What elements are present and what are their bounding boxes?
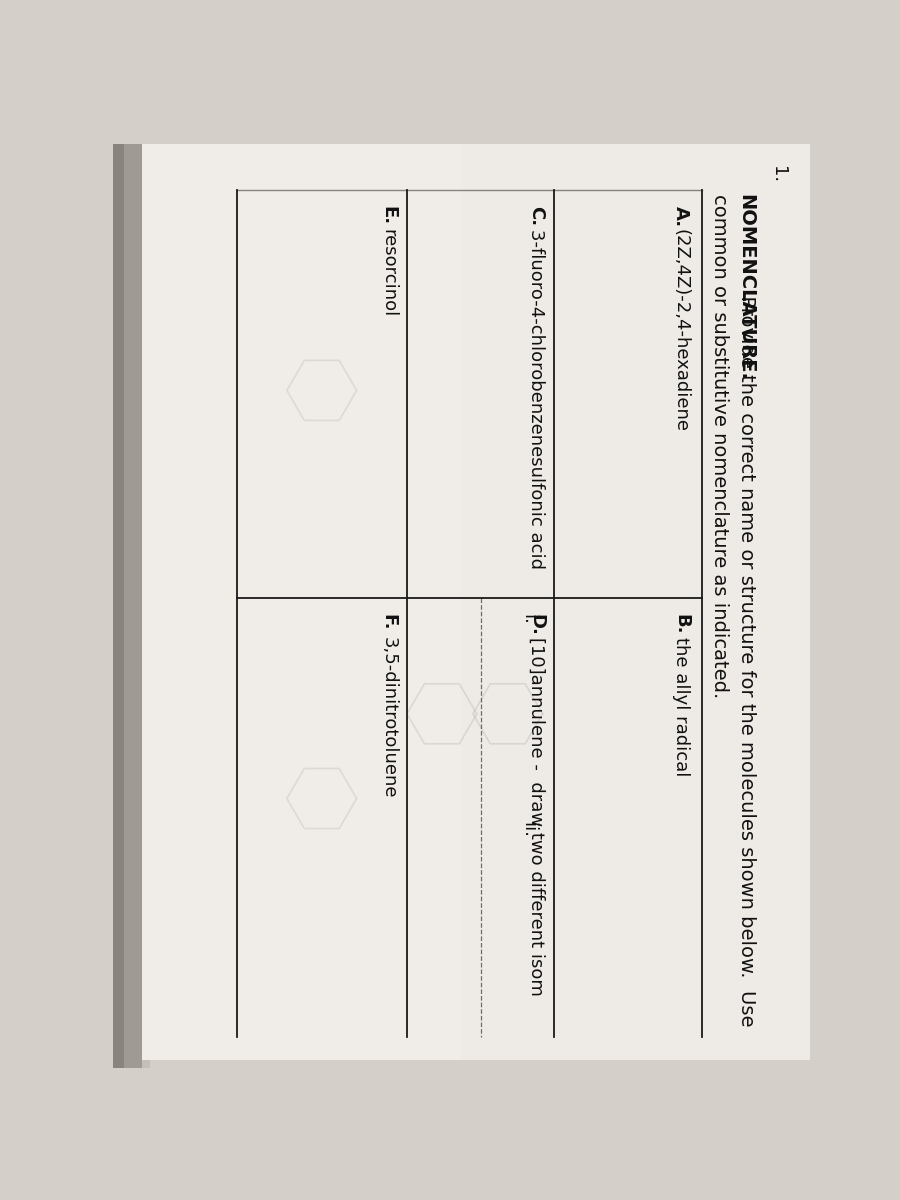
Text: D.: D.	[527, 613, 545, 636]
Text: F.: F.	[380, 613, 398, 630]
Text: ii.: ii.	[519, 822, 537, 838]
Text: B.: B.	[672, 613, 690, 634]
Text: common or substitutive nomenclature as indicated.: common or substitutive nomenclature as i…	[709, 194, 729, 698]
Text: [10]annulene -  draw two different isom: [10]annulene - draw two different isom	[526, 637, 545, 996]
Text: 3-fluoro-4-chlorobenzenesulfonic acid: 3-fluoro-4-chlorobenzenesulfonic acid	[526, 229, 545, 569]
Bar	[461, 144, 810, 1061]
Text: A.: A.	[672, 205, 690, 227]
Text: 3,5-dinitrotoluene: 3,5-dinitrotoluene	[380, 637, 398, 798]
Text: 1.: 1.	[769, 166, 787, 182]
Text: resorcinol: resorcinol	[380, 229, 398, 317]
Text: C.: C.	[527, 205, 545, 226]
Bar	[124, 144, 142, 1068]
Text: Provide the correct name or structure for the molecules shown below.  Use: Provide the correct name or structure fo…	[737, 282, 756, 1026]
Text: NOMENCLATURE.: NOMENCLATURE.	[737, 194, 756, 380]
Text: E.: E.	[380, 205, 398, 224]
Text: the allyl radical: the allyl radical	[672, 637, 690, 776]
Text: i.: i.	[519, 613, 537, 624]
Text: (2Z,4Z)-2,4-hexadiene: (2Z,4Z)-2,4-hexadiene	[672, 229, 690, 432]
Bar	[112, 144, 142, 1068]
Bar	[134, 144, 149, 1068]
Bar	[112, 144, 124, 1068]
